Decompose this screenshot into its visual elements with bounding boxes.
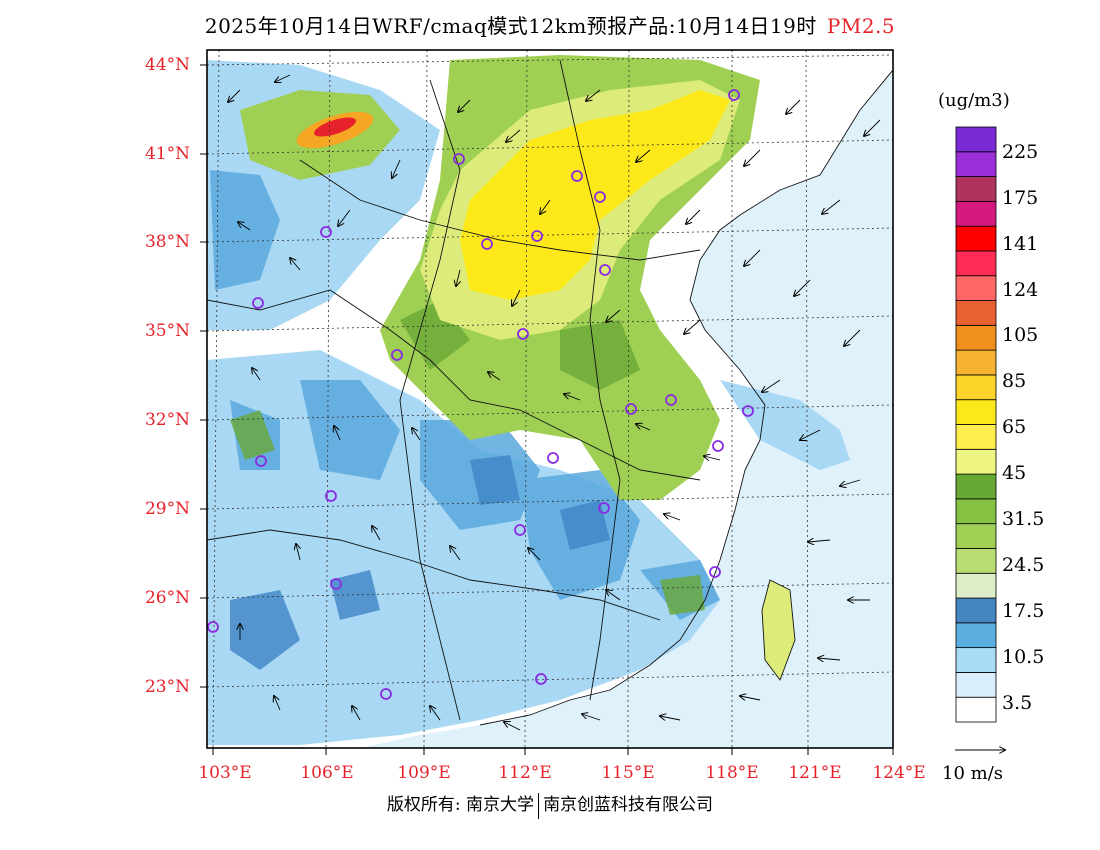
colorbar-label: 141 bbox=[1002, 233, 1039, 255]
colorbar-unit: (ug/m3) bbox=[938, 90, 1010, 111]
lat-label-41: 41°N bbox=[144, 144, 190, 164]
colorbar-label: 17.5 bbox=[1002, 600, 1045, 622]
colorbar-swatch bbox=[955, 672, 997, 698]
lat-label-35: 35°N bbox=[144, 321, 190, 341]
colorbar-swatch bbox=[955, 300, 997, 326]
colorbar bbox=[955, 126, 997, 723]
colorbar-label: 85 bbox=[1002, 370, 1027, 392]
colorbar-swatch bbox=[955, 349, 997, 376]
axis-ticks bbox=[200, 64, 894, 755]
station-markers bbox=[207, 89, 754, 700]
lat-label-32: 32°N bbox=[144, 410, 190, 430]
colorbar-swatch bbox=[955, 498, 997, 525]
colorbar-swatch bbox=[955, 523, 997, 549]
colorbar-swatch bbox=[955, 225, 997, 252]
vector-reference-label: 10 m/s bbox=[942, 763, 1003, 784]
colorbar-label: 45 bbox=[1002, 462, 1027, 484]
copyright-right: 南京创蓝科技有限公司 bbox=[543, 795, 714, 815]
colorbar-swatch bbox=[955, 647, 997, 673]
colorbar-label: 31.5 bbox=[1002, 508, 1045, 530]
map-frame bbox=[206, 49, 894, 749]
lon-label-115: 115°E bbox=[601, 763, 655, 783]
colorbar-swatch bbox=[955, 424, 997, 450]
colorbar-swatch bbox=[955, 151, 997, 177]
lon-label-121: 121°E bbox=[788, 763, 842, 783]
colorbar-swatch bbox=[955, 572, 997, 599]
colorbar-label: 65 bbox=[1002, 416, 1027, 438]
title-main: 2025年10月14日WRF/cmaq模式12km预报产品:10月14日19时 bbox=[204, 14, 817, 38]
map-title: 2025年10月14日WRF/cmaq模式12km预报产品:10月14日19时 P… bbox=[0, 10, 1100, 39]
lon-label-103: 103°E bbox=[198, 763, 252, 783]
colorbar-swatch bbox=[955, 250, 997, 277]
lon-label-106: 106°E bbox=[300, 763, 354, 783]
lon-label-118: 118°E bbox=[705, 763, 759, 783]
colorbar-swatch bbox=[955, 622, 997, 649]
lat-label-23: 23°N bbox=[144, 677, 190, 697]
colorbar-swatch bbox=[955, 473, 997, 500]
colorbar-label: 225 bbox=[1002, 141, 1039, 163]
pm25-red-hotspot bbox=[313, 117, 357, 137]
coastline-boundaries bbox=[207, 59, 893, 726]
lat-label-38: 38°N bbox=[144, 232, 190, 252]
colorbar-swatch bbox=[955, 275, 997, 301]
copyright-line: 版权所有: 南京大学 南京创蓝科技有限公司 bbox=[0, 790, 1100, 819]
lon-label-124: 124°E bbox=[872, 763, 926, 783]
pm25-deep-blue-region bbox=[230, 455, 610, 670]
wind-vectors bbox=[228, 74, 881, 731]
colorbar-label: 10.5 bbox=[1002, 646, 1045, 668]
map-plot-area bbox=[207, 50, 893, 748]
colorbar-swatch bbox=[955, 374, 997, 401]
colorbar-swatch bbox=[955, 597, 997, 624]
copyright-separator bbox=[538, 792, 540, 819]
lat-label-44: 44°N bbox=[144, 55, 190, 75]
colorbar-label: 3.5 bbox=[1002, 692, 1033, 714]
colorbar-swatch bbox=[955, 200, 997, 227]
colorbar-swatch bbox=[955, 399, 997, 425]
lat-label-26: 26°N bbox=[144, 588, 190, 608]
colorbar-swatch bbox=[955, 126, 997, 153]
colorbar-swatch bbox=[955, 176, 997, 202]
colorbar-label: 124 bbox=[1002, 279, 1039, 301]
colorbar-swatch bbox=[955, 324, 997, 351]
colorbar-label: 175 bbox=[1002, 187, 1039, 209]
pollutant-label: PM2.5 bbox=[826, 14, 896, 38]
copyright-left: 版权所有: 南京大学 bbox=[386, 795, 535, 815]
colorbar-swatch bbox=[955, 548, 997, 574]
lon-label-112: 112°E bbox=[498, 763, 552, 783]
colorbar-label: 24.5 bbox=[1002, 554, 1045, 576]
colorbar-label: 105 bbox=[1002, 324, 1039, 346]
colorbar-swatch bbox=[955, 696, 997, 723]
lon-label-109: 109°E bbox=[397, 763, 451, 783]
pm25-dark-green-region bbox=[230, 300, 705, 615]
lat-label-29: 29°N bbox=[144, 499, 190, 519]
colorbar-swatch bbox=[955, 448, 997, 475]
